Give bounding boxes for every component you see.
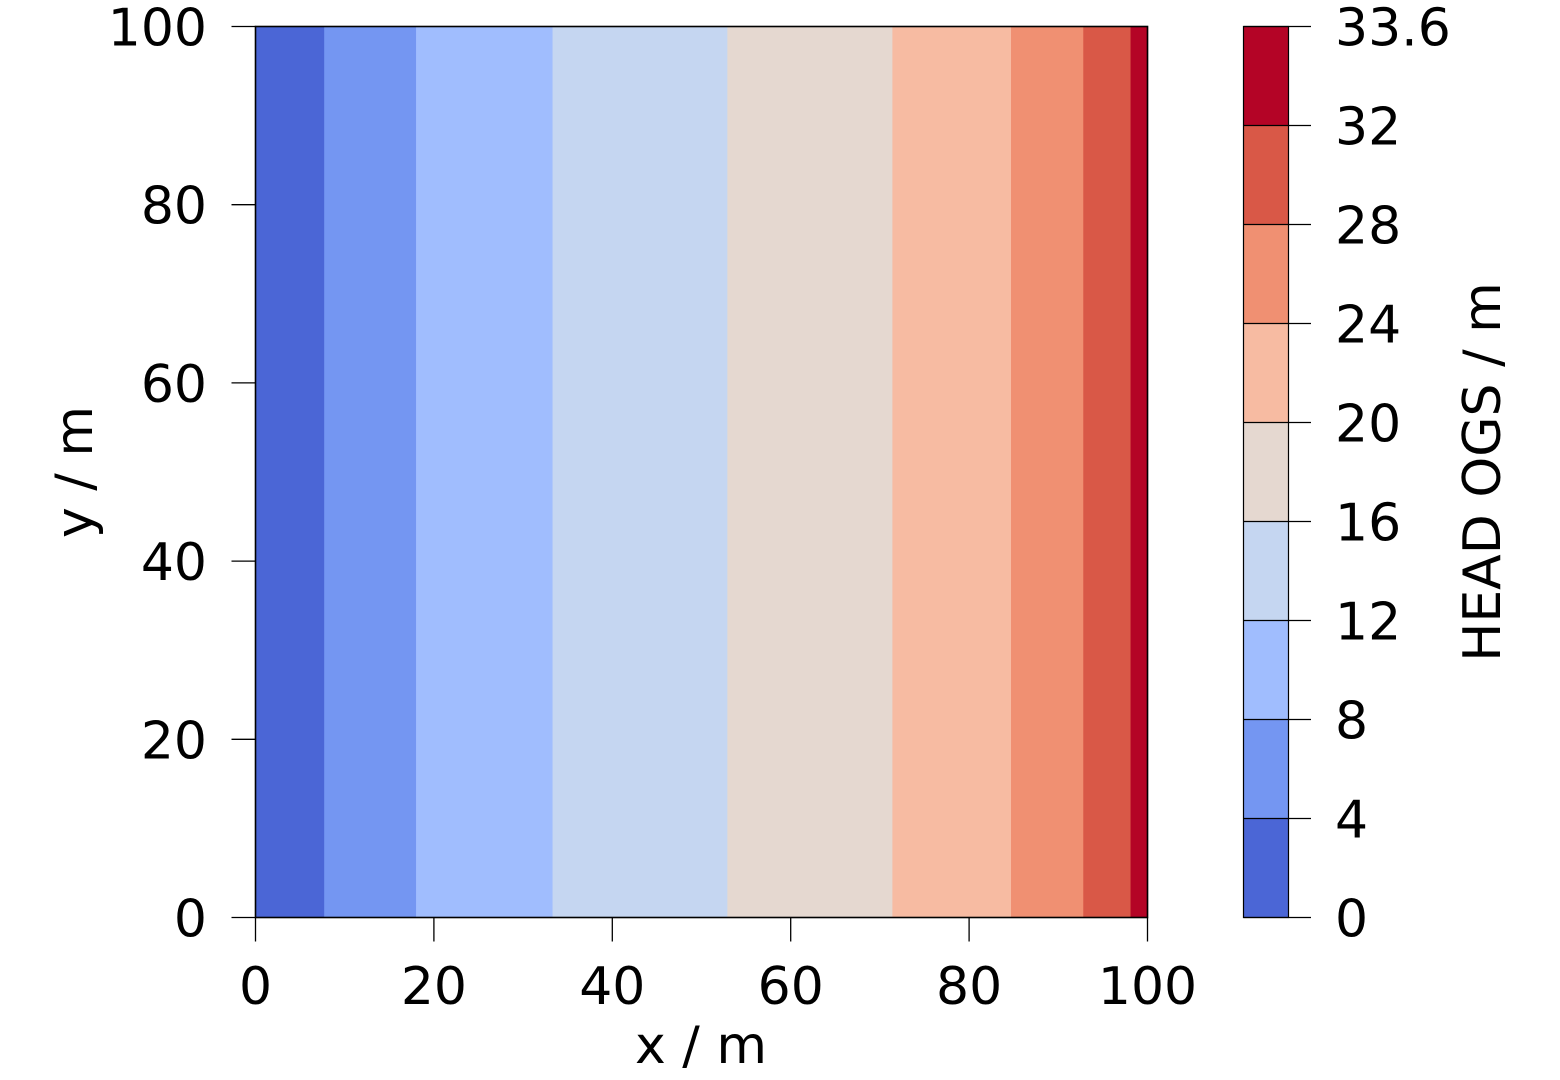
y-axis-label: y / m (45, 406, 105, 538)
colorbar-tick-label: 4 (1335, 791, 1368, 851)
y-tick-label: 0 (174, 890, 207, 950)
colorbar-segment (1243, 620, 1289, 720)
x-tick-label: 80 (936, 957, 1002, 1017)
x-tick-label: 0 (239, 957, 272, 1017)
y-tick-label: 40 (141, 533, 207, 593)
contour-band (1130, 26, 1149, 918)
contour-band (1083, 26, 1132, 918)
x-axis-label: x / m (635, 1016, 767, 1076)
colorbar: 0 4 8 12 16 20 24 28 32 33.6 (1242, 0, 1451, 950)
colorbar-tick-label: 33.6 (1335, 0, 1451, 59)
y-tick-label: 100 (108, 0, 207, 59)
colorbar-tick-label: 20 (1335, 395, 1401, 455)
colorbar-segment (1243, 719, 1289, 819)
x-tick-label: 20 (401, 957, 467, 1017)
x-tick-label: 60 (758, 957, 824, 1017)
contour-band (255, 26, 325, 918)
y-axis: 0 20 40 60 80 100 (108, 0, 256, 950)
contour-band (727, 26, 893, 918)
y-tick-label: 80 (141, 177, 207, 237)
colorbar-segment (1243, 224, 1289, 324)
colorbar-tick-label: 24 (1335, 296, 1401, 356)
colorbar-tick-label: 16 (1335, 494, 1401, 554)
colorbar-segment (1243, 818, 1289, 918)
plot-area (255, 26, 1149, 918)
colorbar-tick-label: 28 (1335, 197, 1401, 257)
colorbar-label: HEAD OGS / m (1453, 282, 1513, 662)
y-tick-label: 20 (141, 711, 207, 771)
colorbar-segment (1243, 422, 1289, 522)
colorbar-tick-label: 12 (1335, 593, 1401, 653)
colorbar-tick-label: 0 (1335, 890, 1368, 950)
colorbar-segment (1243, 521, 1289, 621)
x-axis: 0 20 40 60 80 100 (239, 917, 1197, 1017)
colorbar-segment (1243, 125, 1289, 225)
colorbar-segment (1243, 323, 1289, 423)
contour-band (416, 26, 554, 918)
x-tick-label: 40 (579, 957, 645, 1017)
y-tick-label: 60 (141, 355, 207, 415)
contour-band (324, 26, 417, 918)
contour-band (552, 26, 728, 918)
plot-frame (254, 25, 1149, 919)
contour-band (892, 26, 1012, 918)
colorbar-tick-label: 32 (1335, 98, 1401, 158)
x-tick-label: 100 (1098, 957, 1197, 1017)
colorbar-segment (1243, 26, 1289, 126)
contour-band (1011, 26, 1084, 918)
colorbar-tick-label: 8 (1335, 692, 1368, 752)
